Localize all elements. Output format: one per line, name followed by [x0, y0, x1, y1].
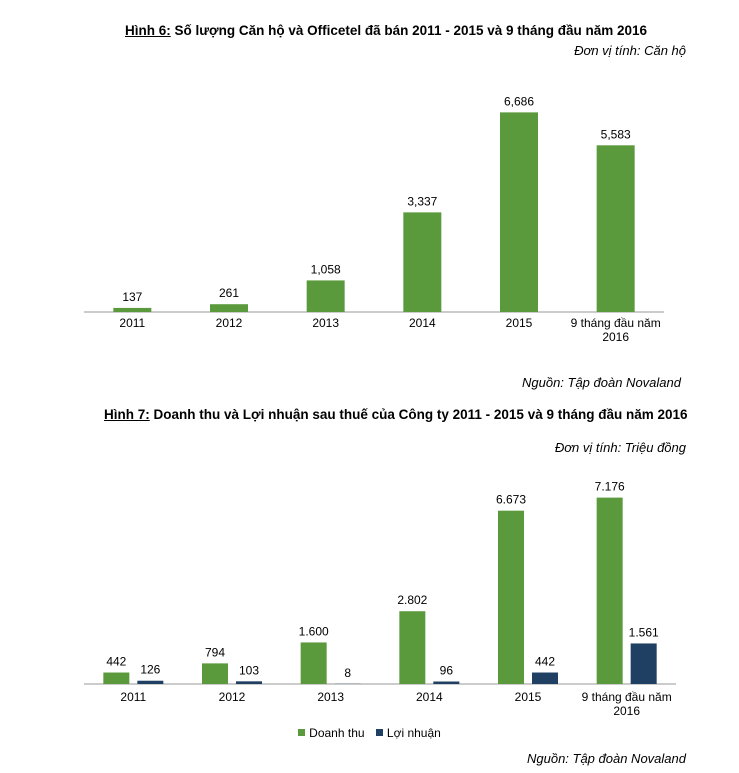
x-tick-label: 2011: [120, 690, 146, 704]
legend-swatch-profit: [375, 729, 383, 736]
data-label: 126: [140, 663, 160, 677]
bar-revenue: [202, 663, 228, 684]
data-label: 5,583: [601, 127, 631, 141]
x-tick-label: 2014: [409, 316, 436, 330]
x-tick-label: 2013: [312, 316, 339, 330]
data-label: 1.561: [629, 625, 659, 639]
figure-7-legend: Doanh thu Lợi nhuận: [0, 725, 739, 740]
bar-profit: [137, 680, 164, 684]
bar-apartments: [403, 212, 442, 312]
bar-profit: [532, 672, 558, 684]
x-tick-label: 2016: [613, 704, 640, 718]
legend-label-profit: Lợi nhuận: [386, 725, 441, 740]
bar-revenue: [103, 672, 130, 684]
bar-profit: [236, 681, 262, 684]
legend-label-revenue: Doanh thu: [309, 725, 365, 740]
x-tick-label: 2015: [506, 316, 533, 330]
bar-apartments: [113, 307, 152, 312]
bar-revenue: [399, 611, 426, 684]
bar-profit: [630, 643, 657, 684]
figure-6-title: Hình 6: Số lượng Căn hộ và Officetel đã …: [125, 23, 647, 38]
data-label: 6,686: [504, 94, 534, 108]
bar-apartments: [596, 145, 635, 312]
data-label: 3,337: [407, 194, 437, 208]
x-tick-label: 9 tháng đầu năm: [582, 690, 672, 704]
data-label: 1.600: [299, 624, 329, 638]
figure-7-unit: Đơn vị tính: Triệu đồng: [554, 440, 686, 455]
data-label: 6.673: [496, 493, 526, 507]
bar-apartments: [306, 280, 345, 312]
data-label: 442: [535, 655, 555, 669]
figure-6-chart: 137 2011 261 2012 1,058 2013 3,337 2014 6,686 201…: [84, 94, 664, 344]
bar-apartments: [500, 112, 538, 312]
figure-7-title-text: Doanh thu và Lợi nhuận sau thuế của Công…: [153, 407, 688, 422]
x-tick-label: 2016: [602, 330, 629, 344]
bar-apartments: [210, 304, 248, 312]
figure-6-label: Hình 6:: [125, 23, 171, 38]
x-tick-label: 2012: [216, 316, 243, 330]
legend-swatch-revenue: [298, 729, 306, 736]
data-label: 261: [219, 286, 239, 300]
data-label: 103: [239, 663, 259, 677]
bar-profit: [433, 681, 460, 684]
figure-6-title-text: Số lượng Căn hộ và Officetel đã bán 2011…: [174, 23, 648, 38]
bar-revenue: [596, 497, 623, 684]
data-label: 794: [205, 645, 225, 659]
x-tick-label: 2014: [416, 690, 443, 704]
data-label: 8: [344, 666, 351, 680]
x-tick-label: 2015: [515, 690, 542, 704]
figure-6-unit: Đơn vị tính: Căn hộ: [574, 43, 686, 58]
data-label: 1,058: [311, 262, 341, 276]
x-tick-label: 9 tháng đầu năm: [571, 316, 661, 330]
x-tick-label: 2013: [317, 690, 344, 704]
figure-7-label: Hình 7:: [104, 407, 150, 422]
x-tick-label: 2012: [219, 690, 246, 704]
figure-7-title: Hình 7: Doanh thu và Lợi nhuận sau thuế …: [104, 407, 688, 422]
data-label: 442: [106, 655, 126, 669]
legend-item-profit: Lợi nhuận: [375, 725, 441, 740]
x-tick-label: 2011: [119, 316, 145, 330]
data-label: 137: [122, 290, 142, 304]
figure-6-source: Nguồn: Tập đoàn Novaland: [521, 375, 681, 390]
data-label: 96: [440, 664, 454, 678]
figure-7-source: Nguồn: Tập đoàn Novaland: [526, 751, 686, 766]
legend-item-revenue: Doanh thu: [298, 725, 365, 740]
data-label: 2.802: [397, 593, 427, 607]
bar-revenue: [498, 510, 524, 684]
bar-revenue: [300, 642, 327, 684]
data-label: 7.176: [595, 480, 625, 494]
